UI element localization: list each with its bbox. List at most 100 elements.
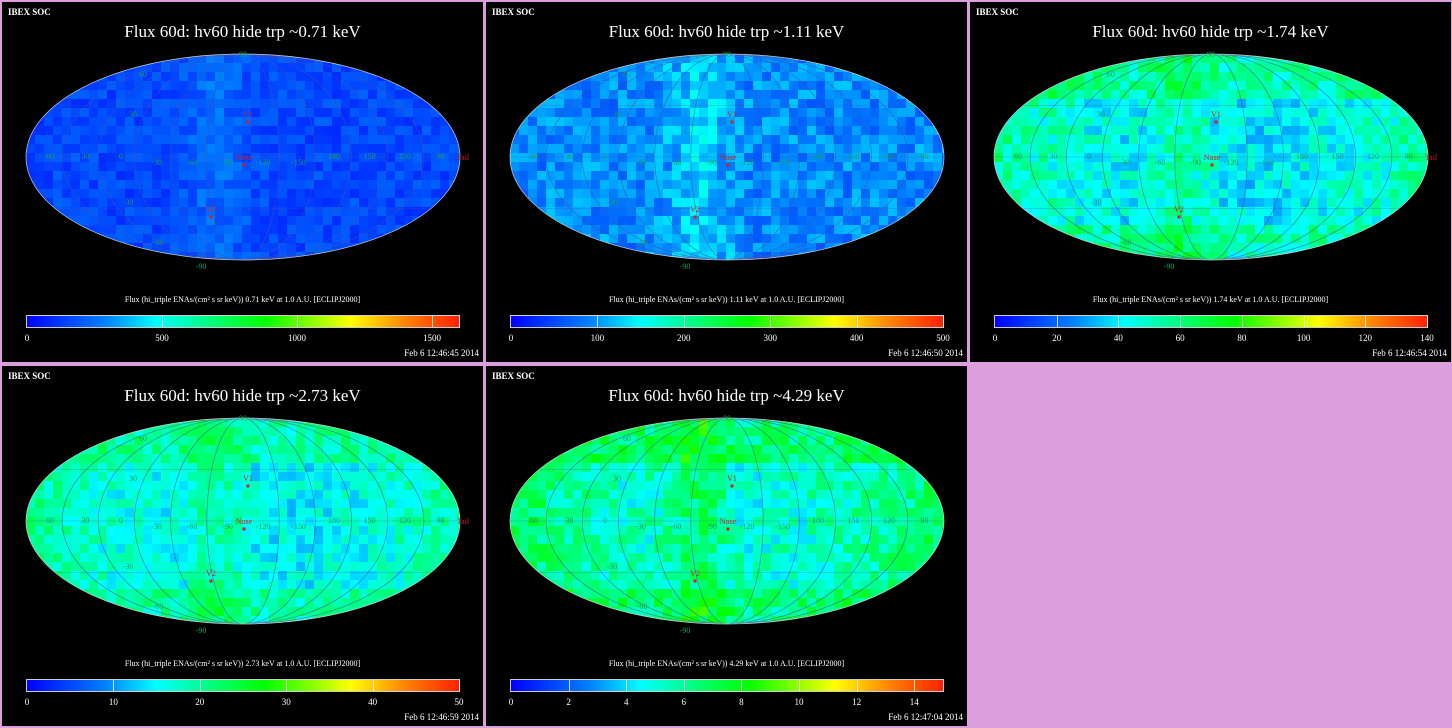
map-pixel — [933, 162, 942, 171]
map-pixel — [386, 63, 395, 72]
map-pixel — [1192, 90, 1201, 99]
map-pixel — [699, 99, 708, 108]
map-pixel — [377, 616, 386, 624]
map-pixel — [1030, 99, 1039, 108]
map-pixel — [627, 225, 636, 234]
map-pixel — [62, 135, 71, 144]
map-pixel — [807, 252, 816, 260]
map-pixel — [350, 571, 359, 580]
map-pixel — [1138, 72, 1147, 81]
map-pixel — [134, 553, 143, 562]
map-pixel — [179, 472, 188, 481]
map-pixel — [332, 427, 341, 436]
map-pixel — [744, 234, 753, 243]
map-pixel — [314, 81, 323, 90]
map-pixel — [1255, 162, 1264, 171]
map-pixel — [143, 216, 152, 225]
map-pixel — [861, 243, 870, 252]
map-pixel — [1408, 180, 1417, 189]
map-pixel — [341, 90, 350, 99]
map-pixel — [53, 481, 62, 490]
map-pixel — [242, 517, 251, 526]
map-pixel — [188, 153, 197, 162]
map-pixel — [942, 463, 944, 472]
map-pixel — [1372, 99, 1381, 108]
colorbar-tick-label: 100 — [1296, 333, 1311, 343]
map-pixel — [413, 445, 422, 454]
map-pixel — [609, 243, 618, 252]
map-pixel — [1120, 135, 1129, 144]
colorbar-tick — [1056, 316, 1058, 327]
map-pixel — [1183, 54, 1192, 63]
map-pixel — [1354, 180, 1363, 189]
map-pixel — [62, 144, 71, 153]
map-pixel — [861, 445, 870, 454]
map-pixel — [1255, 81, 1264, 90]
map-pixel — [125, 225, 134, 234]
map-pixel — [1075, 198, 1084, 207]
map-pixel — [449, 436, 458, 445]
map-pixel — [197, 189, 206, 198]
map-pixel — [233, 535, 242, 544]
map-pixel — [906, 189, 915, 198]
map-pixel — [933, 90, 942, 99]
map-pixel — [206, 162, 215, 171]
map-pixel — [152, 207, 161, 216]
map-pixel — [771, 162, 780, 171]
map-pixel — [440, 427, 449, 436]
map-pixel — [1165, 216, 1174, 225]
map-pixel — [1237, 81, 1246, 90]
map-pixel — [1048, 117, 1057, 126]
map-pixel — [1363, 54, 1372, 63]
map-pixel — [296, 72, 305, 81]
map-pixel — [897, 243, 906, 252]
map-pixel — [404, 162, 413, 171]
latitude-label: -30 — [607, 198, 618, 207]
map-pixel — [1156, 171, 1165, 180]
map-pixel — [726, 72, 735, 81]
map-pixel — [1237, 54, 1246, 63]
map-pixel — [404, 589, 413, 598]
map-pixel — [206, 99, 215, 108]
map-pixel — [537, 225, 546, 234]
map-pixel — [546, 153, 555, 162]
map-pixel — [431, 162, 440, 171]
map-pixel — [708, 243, 717, 252]
map-pixel — [224, 562, 233, 571]
map-pixel — [107, 171, 116, 180]
map-pixel — [627, 454, 636, 463]
map-pixel — [1147, 198, 1156, 207]
map-pixel — [1363, 108, 1372, 117]
map-pixel — [350, 580, 359, 589]
map-pixel — [1246, 144, 1255, 153]
map-pixel — [564, 454, 573, 463]
map-pixel — [224, 490, 233, 499]
map-pixel — [422, 607, 431, 616]
map-pixel — [1264, 54, 1273, 63]
map-pixel — [188, 535, 197, 544]
map-pixel — [510, 427, 519, 436]
map-pixel — [582, 180, 591, 189]
map-pixel — [449, 418, 458, 427]
map-pixel — [1102, 99, 1111, 108]
source-label: IBEX SOC — [492, 7, 535, 17]
map-pixel — [1255, 90, 1264, 99]
map-pixel — [341, 454, 350, 463]
map-pixel — [449, 598, 458, 607]
map-pixel — [305, 427, 314, 436]
map-pixel — [188, 499, 197, 508]
map-pixel — [870, 234, 879, 243]
map-pixel — [1183, 216, 1192, 225]
map-pixel — [314, 454, 323, 463]
map-pixel — [62, 445, 71, 454]
map-pixel — [107, 189, 116, 198]
map-pixel — [1003, 81, 1012, 90]
map-pixel — [528, 427, 537, 436]
map-pixel — [413, 499, 422, 508]
map-pixel — [242, 198, 251, 207]
map-pixel — [1093, 90, 1102, 99]
map-pixel — [1246, 72, 1255, 81]
map-pixel — [798, 463, 807, 472]
colorbar-tick — [799, 680, 800, 691]
map-pixel — [314, 481, 323, 490]
